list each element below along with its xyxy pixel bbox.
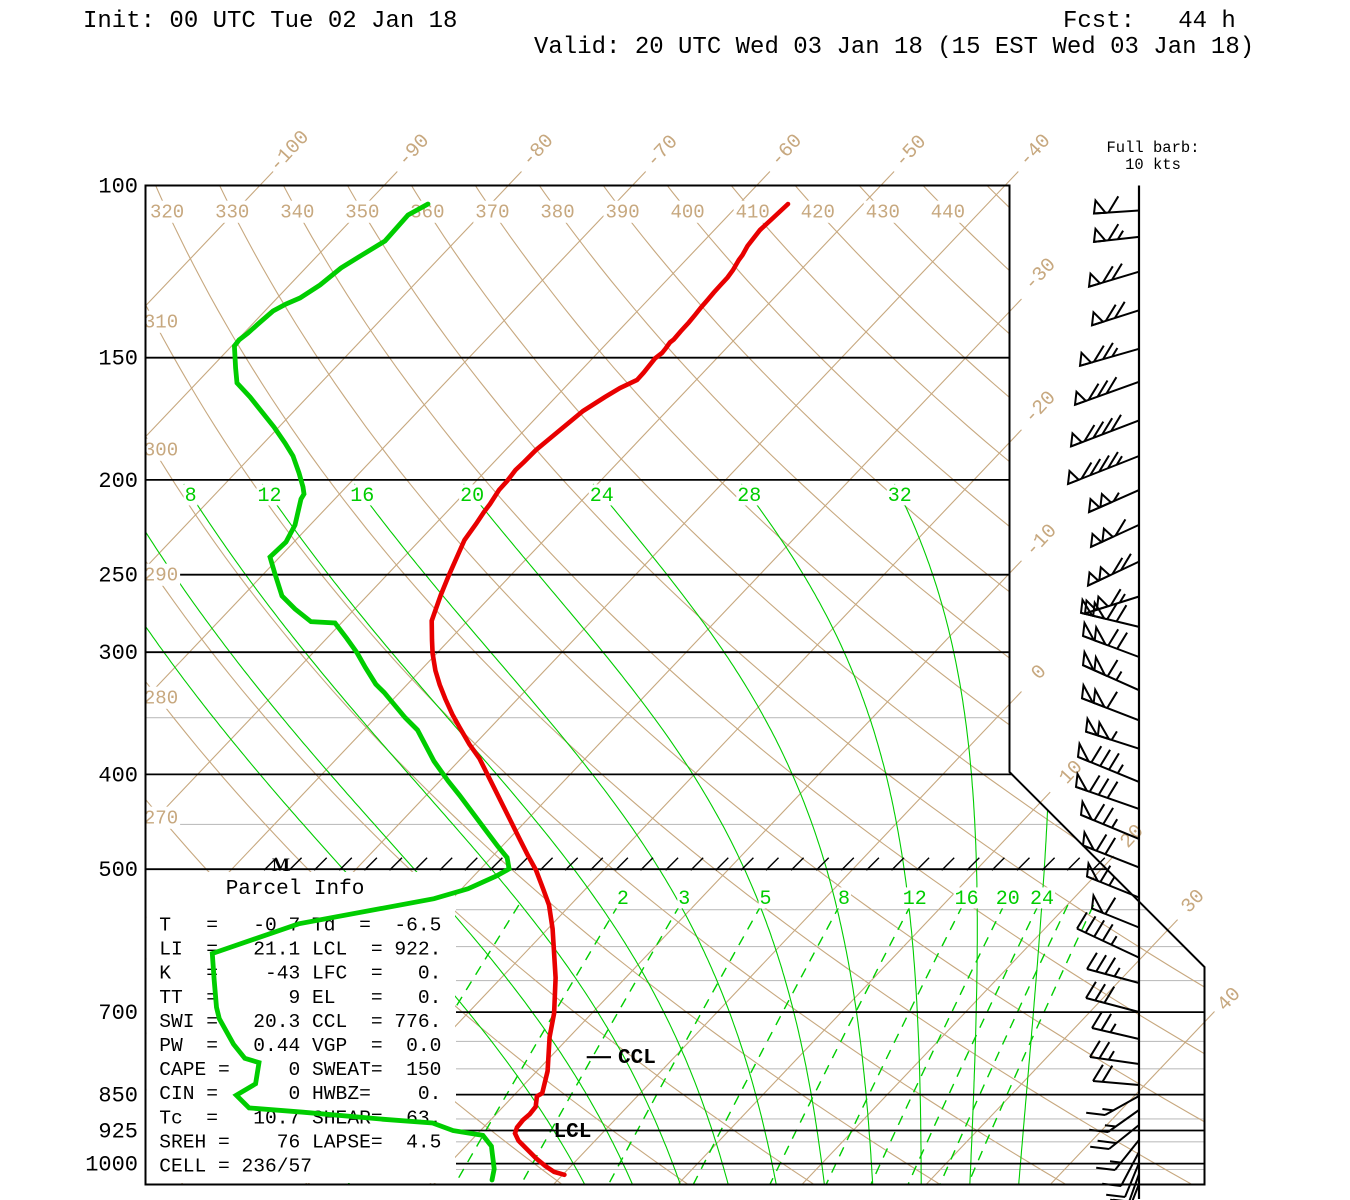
svg-text:PW = 0.44 VGP = 0.0: PW = 0.44 VGP = 0.0 [159, 1035, 441, 1057]
svg-text:280: 280 [144, 688, 178, 710]
svg-text:390: 390 [605, 202, 639, 224]
svg-text:850: 850 [98, 1084, 138, 1109]
svg-text:2: 2 [617, 888, 629, 911]
svg-text:100: 100 [98, 175, 138, 200]
svg-text:8: 8 [185, 485, 197, 508]
svg-text:350: 350 [345, 202, 379, 224]
svg-text:320: 320 [150, 202, 184, 224]
svg-text:300: 300 [144, 440, 178, 462]
svg-text:5: 5 [759, 888, 771, 911]
svg-text:16: 16 [350, 485, 374, 508]
svg-text:TT = 9 EL = 0.: TT = 9 EL = 0. [159, 987, 441, 1009]
svg-text:16: 16 [955, 888, 979, 911]
svg-text:SWI = 20.3 CCL = 776.: SWI = 20.3 CCL = 776. [159, 1011, 441, 1033]
svg-text:Full barb:: Full barb: [1106, 139, 1199, 157]
svg-text:12: 12 [257, 485, 281, 508]
svg-text:270: 270 [144, 808, 178, 830]
svg-text:24: 24 [590, 485, 614, 508]
svg-text:400: 400 [670, 202, 704, 224]
svg-text:CELL = 236/57: CELL = 236/57 [159, 1156, 312, 1178]
svg-text:Parcel Info: Parcel Info [226, 878, 365, 901]
svg-text:10 kts: 10 kts [1125, 156, 1181, 174]
svg-text:925: 925 [98, 1120, 138, 1145]
svg-text:250: 250 [98, 564, 138, 589]
svg-text:12: 12 [903, 888, 927, 911]
svg-text:340: 340 [280, 202, 314, 224]
svg-text:Tc = 10.7 SHEAR= 63.: Tc = 10.7 SHEAR= 63. [159, 1107, 441, 1129]
svg-text:500: 500 [98, 858, 138, 883]
svg-text:SREH = 76 LAPSE= 4.5: SREH = 76 LAPSE= 4.5 [159, 1131, 441, 1153]
svg-text:24: 24 [1030, 888, 1054, 911]
svg-text:330: 330 [215, 202, 249, 224]
svg-text:200: 200 [98, 469, 138, 494]
svg-text:LI = 21.1 LCL = 922.: LI = 21.1 LCL = 922. [159, 939, 441, 961]
svg-text:370: 370 [475, 202, 509, 224]
svg-text:8: 8 [838, 888, 850, 911]
svg-text:CAPE = 0 SWEAT= 150: CAPE = 0 SWEAT= 150 [159, 1059, 441, 1081]
svg-text:300: 300 [98, 641, 138, 666]
svg-text:M: M [272, 855, 290, 876]
svg-text:Init: 00 UTC Tue 02 Jan 18: Init: 00 UTC Tue 02 Jan 18 [83, 8, 457, 35]
svg-text:310: 310 [144, 312, 178, 334]
svg-text:1000: 1000 [85, 1153, 138, 1178]
svg-text:430: 430 [866, 202, 900, 224]
svg-text:20: 20 [996, 888, 1020, 911]
svg-text:3: 3 [678, 888, 690, 911]
svg-text:CCL: CCL [618, 1047, 656, 1070]
svg-text:32: 32 [888, 485, 912, 508]
svg-text:440: 440 [931, 202, 965, 224]
svg-text:Fcst: 44 h: Fcst: 44 h [1063, 8, 1236, 35]
svg-text:400: 400 [98, 763, 138, 788]
svg-text:700: 700 [98, 1001, 138, 1026]
svg-text:LCL: LCL [554, 1121, 592, 1144]
svg-text:420: 420 [801, 202, 835, 224]
svg-text:380: 380 [540, 202, 574, 224]
svg-text:K = -43 LFC = 0.: K = -43 LFC = 0. [159, 963, 441, 985]
svg-text:410: 410 [736, 202, 770, 224]
svg-text:Valid: 20 UTC Wed 03 Jan 18 (1: Valid: 20 UTC Wed 03 Jan 18 (15 EST Wed … [534, 34, 1254, 61]
svg-text:290: 290 [144, 565, 178, 587]
svg-text:CIN = 0 HWBZ= 0.: CIN = 0 HWBZ= 0. [159, 1083, 441, 1105]
svg-text:28: 28 [737, 485, 761, 508]
svg-text:150: 150 [98, 347, 138, 372]
svg-text:20: 20 [460, 485, 484, 508]
